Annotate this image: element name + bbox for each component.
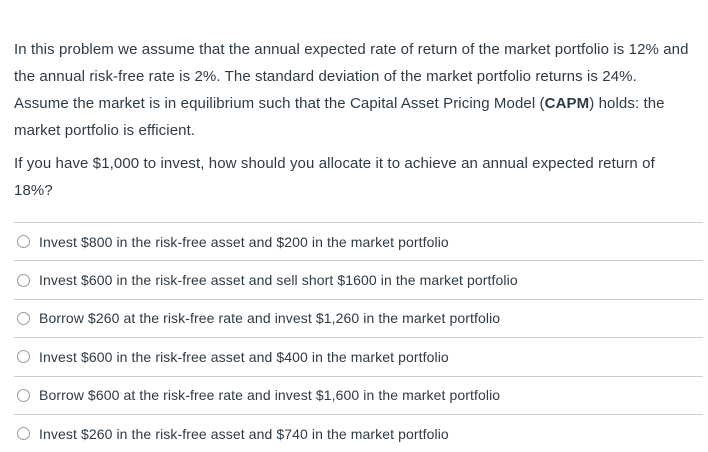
radio-button-icon[interactable] (17, 273, 30, 287)
question-text-paragraph-1: In this problem we assume that the annua… (14, 36, 690, 144)
answer-option-row[interactable]: Invest $600 in the risk-free asset and $… (14, 337, 703, 375)
radio-button-icon[interactable] (17, 388, 30, 402)
answer-option-row[interactable]: Borrow $260 at the risk-free rate and in… (14, 298, 703, 337)
answer-options-list: Invest $800 in the risk-free asset and $… (14, 222, 703, 452)
option-label[interactable]: Borrow $260 at the risk-free rate and in… (39, 310, 501, 327)
question-text-paragraph-2: If you have $1,000 to invest, how should… (14, 155, 655, 199)
radio-button-icon[interactable] (17, 427, 30, 441)
radio-button-icon[interactable] (17, 311, 30, 325)
option-label[interactable]: Borrow $600 at the risk-free rate and in… (39, 387, 501, 404)
radio-button-icon[interactable] (17, 350, 30, 364)
option-label[interactable]: Invest $260 in the risk-free asset and $… (39, 425, 449, 442)
question-text-part-2: ) holds: the market portfolio is efficie… (14, 95, 665, 139)
option-label[interactable]: Invest $600 in the risk-free asset and s… (39, 272, 518, 289)
answer-option-row[interactable]: Invest $260 in the risk-free asset and $… (14, 413, 703, 452)
answer-option-row[interactable]: Invest $600 in the risk-free asset and s… (14, 260, 703, 298)
question-area: In this problem we assume that the annua… (0, 0, 708, 204)
capm-bold-text: CAPM (544, 95, 590, 112)
option-label[interactable]: Invest $800 in the risk-free asset and $… (39, 233, 449, 250)
radio-button-icon[interactable] (17, 235, 30, 249)
answer-option-row[interactable]: Borrow $600 at the risk-free rate and in… (14, 375, 703, 414)
question-text-part-1: In this problem we assume that the annua… (14, 41, 689, 112)
answer-option-row[interactable]: Invest $800 in the risk-free asset and $… (14, 222, 703, 260)
option-label[interactable]: Invest $600 in the risk-free asset and $… (39, 348, 449, 365)
